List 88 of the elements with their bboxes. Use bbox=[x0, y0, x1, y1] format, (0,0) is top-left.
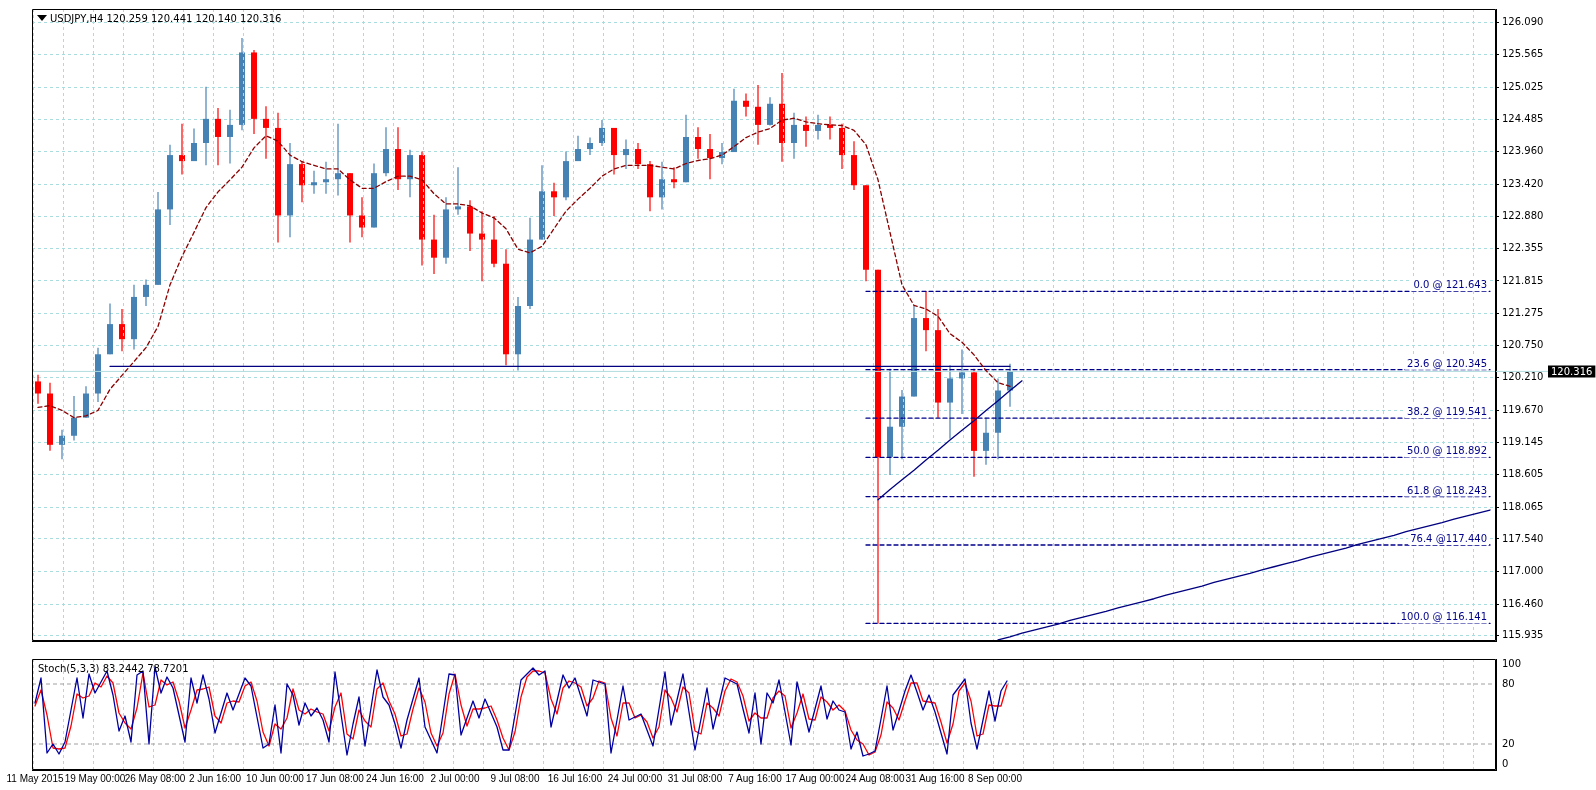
x-tick-label: 8 Sep 00:00 bbox=[968, 772, 1023, 784]
candlestick bbox=[479, 210, 485, 282]
candlestick bbox=[335, 123, 341, 197]
y-tick-label: 124.485 bbox=[1502, 113, 1544, 125]
candlestick bbox=[959, 348, 965, 415]
series-label: 100.0 @ 116.141 bbox=[1400, 611, 1487, 623]
y-tick-label: 123.960 bbox=[1502, 145, 1544, 157]
y-tick-label: 120.210 bbox=[1502, 371, 1544, 383]
y-tick-label: 118.605 bbox=[1502, 468, 1544, 480]
candlestick bbox=[671, 166, 677, 189]
y-tick-label: 0 bbox=[1502, 757, 1509, 769]
y-tick-label: 126.090 bbox=[1502, 16, 1544, 28]
series-label: 61.8 @ 118.243 bbox=[1407, 484, 1487, 496]
x-tick-label: 7 Aug 16:00 bbox=[728, 772, 783, 784]
candlestick bbox=[659, 161, 665, 211]
candlestick bbox=[323, 161, 329, 195]
candlestick bbox=[743, 92, 749, 118]
candlestick bbox=[455, 166, 461, 216]
x-tick-label: 26 May 08:00 bbox=[124, 772, 186, 784]
x-tick-label: 16 Jul 16:00 bbox=[547, 772, 603, 784]
y-tick-label: 20 bbox=[1502, 737, 1515, 749]
series-label: 38.2 @ 119.541 bbox=[1407, 406, 1487, 418]
y-tick-label: 117.000 bbox=[1502, 565, 1544, 577]
y-tick-label: 121.815 bbox=[1502, 274, 1544, 286]
y-tick-label: 115.935 bbox=[1502, 629, 1544, 641]
y-tick-label: 119.145 bbox=[1502, 435, 1544, 447]
candlestick bbox=[215, 107, 221, 166]
y-tick-label: 121.275 bbox=[1502, 307, 1544, 319]
candlestick bbox=[791, 112, 797, 160]
candlestick bbox=[815, 114, 821, 140]
y-tick-label: 116.460 bbox=[1502, 597, 1544, 609]
ref-line-label: 120.316 bbox=[1551, 366, 1593, 378]
candlestick bbox=[599, 119, 605, 147]
candlestick bbox=[755, 84, 761, 146]
x-tick-label: 17 Aug 00:00 bbox=[785, 772, 845, 784]
candlestick bbox=[35, 374, 41, 405]
x-tick-label: 2 Jun 16:00 bbox=[188, 772, 242, 784]
chart-title: USDJPY,H4 120.259 120.441 120.140 120.316 bbox=[50, 13, 282, 24]
x-tick-label: 10 Jun 00:00 bbox=[246, 772, 305, 784]
candlestick bbox=[191, 127, 197, 162]
candlestick bbox=[143, 278, 149, 307]
x-tick-label: 17 Jun 08:00 bbox=[306, 772, 365, 784]
candlestick bbox=[119, 308, 125, 352]
series-label: 50.0 @ 118.892 bbox=[1407, 445, 1487, 457]
x-tick-label: 31 Aug 16:00 bbox=[905, 772, 965, 784]
candlestick bbox=[299, 161, 305, 203]
x-tick-label: 24 Jun 16:00 bbox=[366, 772, 425, 784]
candlestick bbox=[587, 136, 593, 156]
y-tick-label: 123.420 bbox=[1502, 177, 1544, 189]
candlestick bbox=[359, 196, 365, 238]
series-label: 23.6 @ 120.345 bbox=[1407, 357, 1487, 369]
candlestick bbox=[179, 123, 185, 175]
x-tick-label: 24 Jul 00:00 bbox=[607, 772, 663, 784]
candlestick bbox=[227, 109, 233, 165]
chart-title: Stoch(5,3,3) 83.2442 78.7201 bbox=[38, 663, 189, 674]
y-tick-label: 122.355 bbox=[1502, 241, 1544, 253]
candlestick bbox=[263, 105, 269, 160]
series-label: 76.4 @117.440 bbox=[1410, 533, 1487, 545]
x-tick-label: 19 May 00:00 bbox=[64, 772, 126, 784]
x-tick-label: 11 May 2015 bbox=[6, 772, 64, 784]
y-tick-label: 100 bbox=[1502, 657, 1522, 669]
candlestick bbox=[635, 142, 641, 170]
x-tick-label: 31 Jul 08:00 bbox=[667, 772, 723, 784]
x-tick-label: 9 Jul 08:00 bbox=[490, 772, 540, 784]
candlestick bbox=[695, 126, 701, 160]
candlestick bbox=[767, 96, 773, 127]
y-tick-label: 125.565 bbox=[1502, 48, 1544, 60]
candlestick bbox=[803, 115, 809, 148]
candlestick bbox=[707, 133, 713, 180]
candlestick bbox=[575, 135, 581, 162]
y-tick-label: 120.750 bbox=[1502, 338, 1544, 350]
y-tick-label: 122.880 bbox=[1502, 210, 1544, 222]
y-tick-label: 117.540 bbox=[1502, 532, 1544, 544]
candlestick bbox=[923, 290, 929, 352]
y-tick-label: 125.025 bbox=[1502, 80, 1544, 92]
candlestick bbox=[983, 417, 989, 466]
candlestick bbox=[551, 182, 557, 217]
x-tick-label: 24 Aug 08:00 bbox=[845, 772, 905, 784]
candlestick bbox=[431, 214, 437, 275]
x-tick-label: 2 Jul 00:00 bbox=[430, 772, 480, 784]
y-tick-label: 119.670 bbox=[1502, 404, 1544, 416]
y-tick-label: 118.065 bbox=[1502, 500, 1544, 512]
candlestick bbox=[311, 170, 317, 195]
series-label: 0.0 @ 121.643 bbox=[1413, 279, 1487, 291]
candlestick bbox=[623, 138, 629, 170]
candlestick bbox=[59, 429, 65, 460]
candlestick bbox=[71, 395, 77, 442]
y-tick-label: 80 bbox=[1502, 677, 1515, 689]
